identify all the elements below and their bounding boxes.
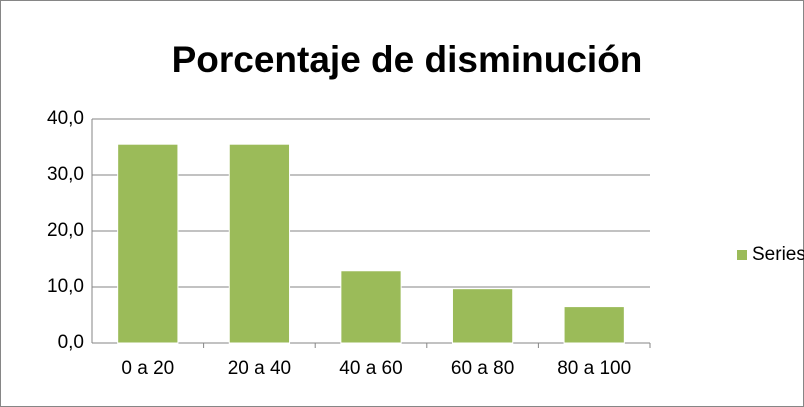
y-tick-label: 40,0 <box>47 108 84 129</box>
y-tick-label: 0,0 <box>58 332 84 353</box>
legend-label: Series1 <box>752 244 804 265</box>
y-tick-label: 10,0 <box>47 276 84 297</box>
bar <box>117 143 179 344</box>
bar <box>563 306 625 344</box>
bar <box>340 270 402 344</box>
x-tick-label: 20 a 40 <box>228 358 291 379</box>
x-tick-label: 80 a 100 <box>557 358 631 379</box>
x-tick-label: 0 a 20 <box>121 358 174 379</box>
legend-swatch <box>737 250 747 260</box>
chart-title: Porcentaje de disminución <box>172 39 643 80</box>
x-tick-label: 40 a 60 <box>339 358 402 379</box>
y-tick-label: 20,0 <box>47 220 84 241</box>
bar <box>451 288 514 344</box>
x-tick-label: 60 a 80 <box>451 358 514 379</box>
y-tick-label: 30,0 <box>47 164 84 185</box>
bar <box>228 143 291 344</box>
